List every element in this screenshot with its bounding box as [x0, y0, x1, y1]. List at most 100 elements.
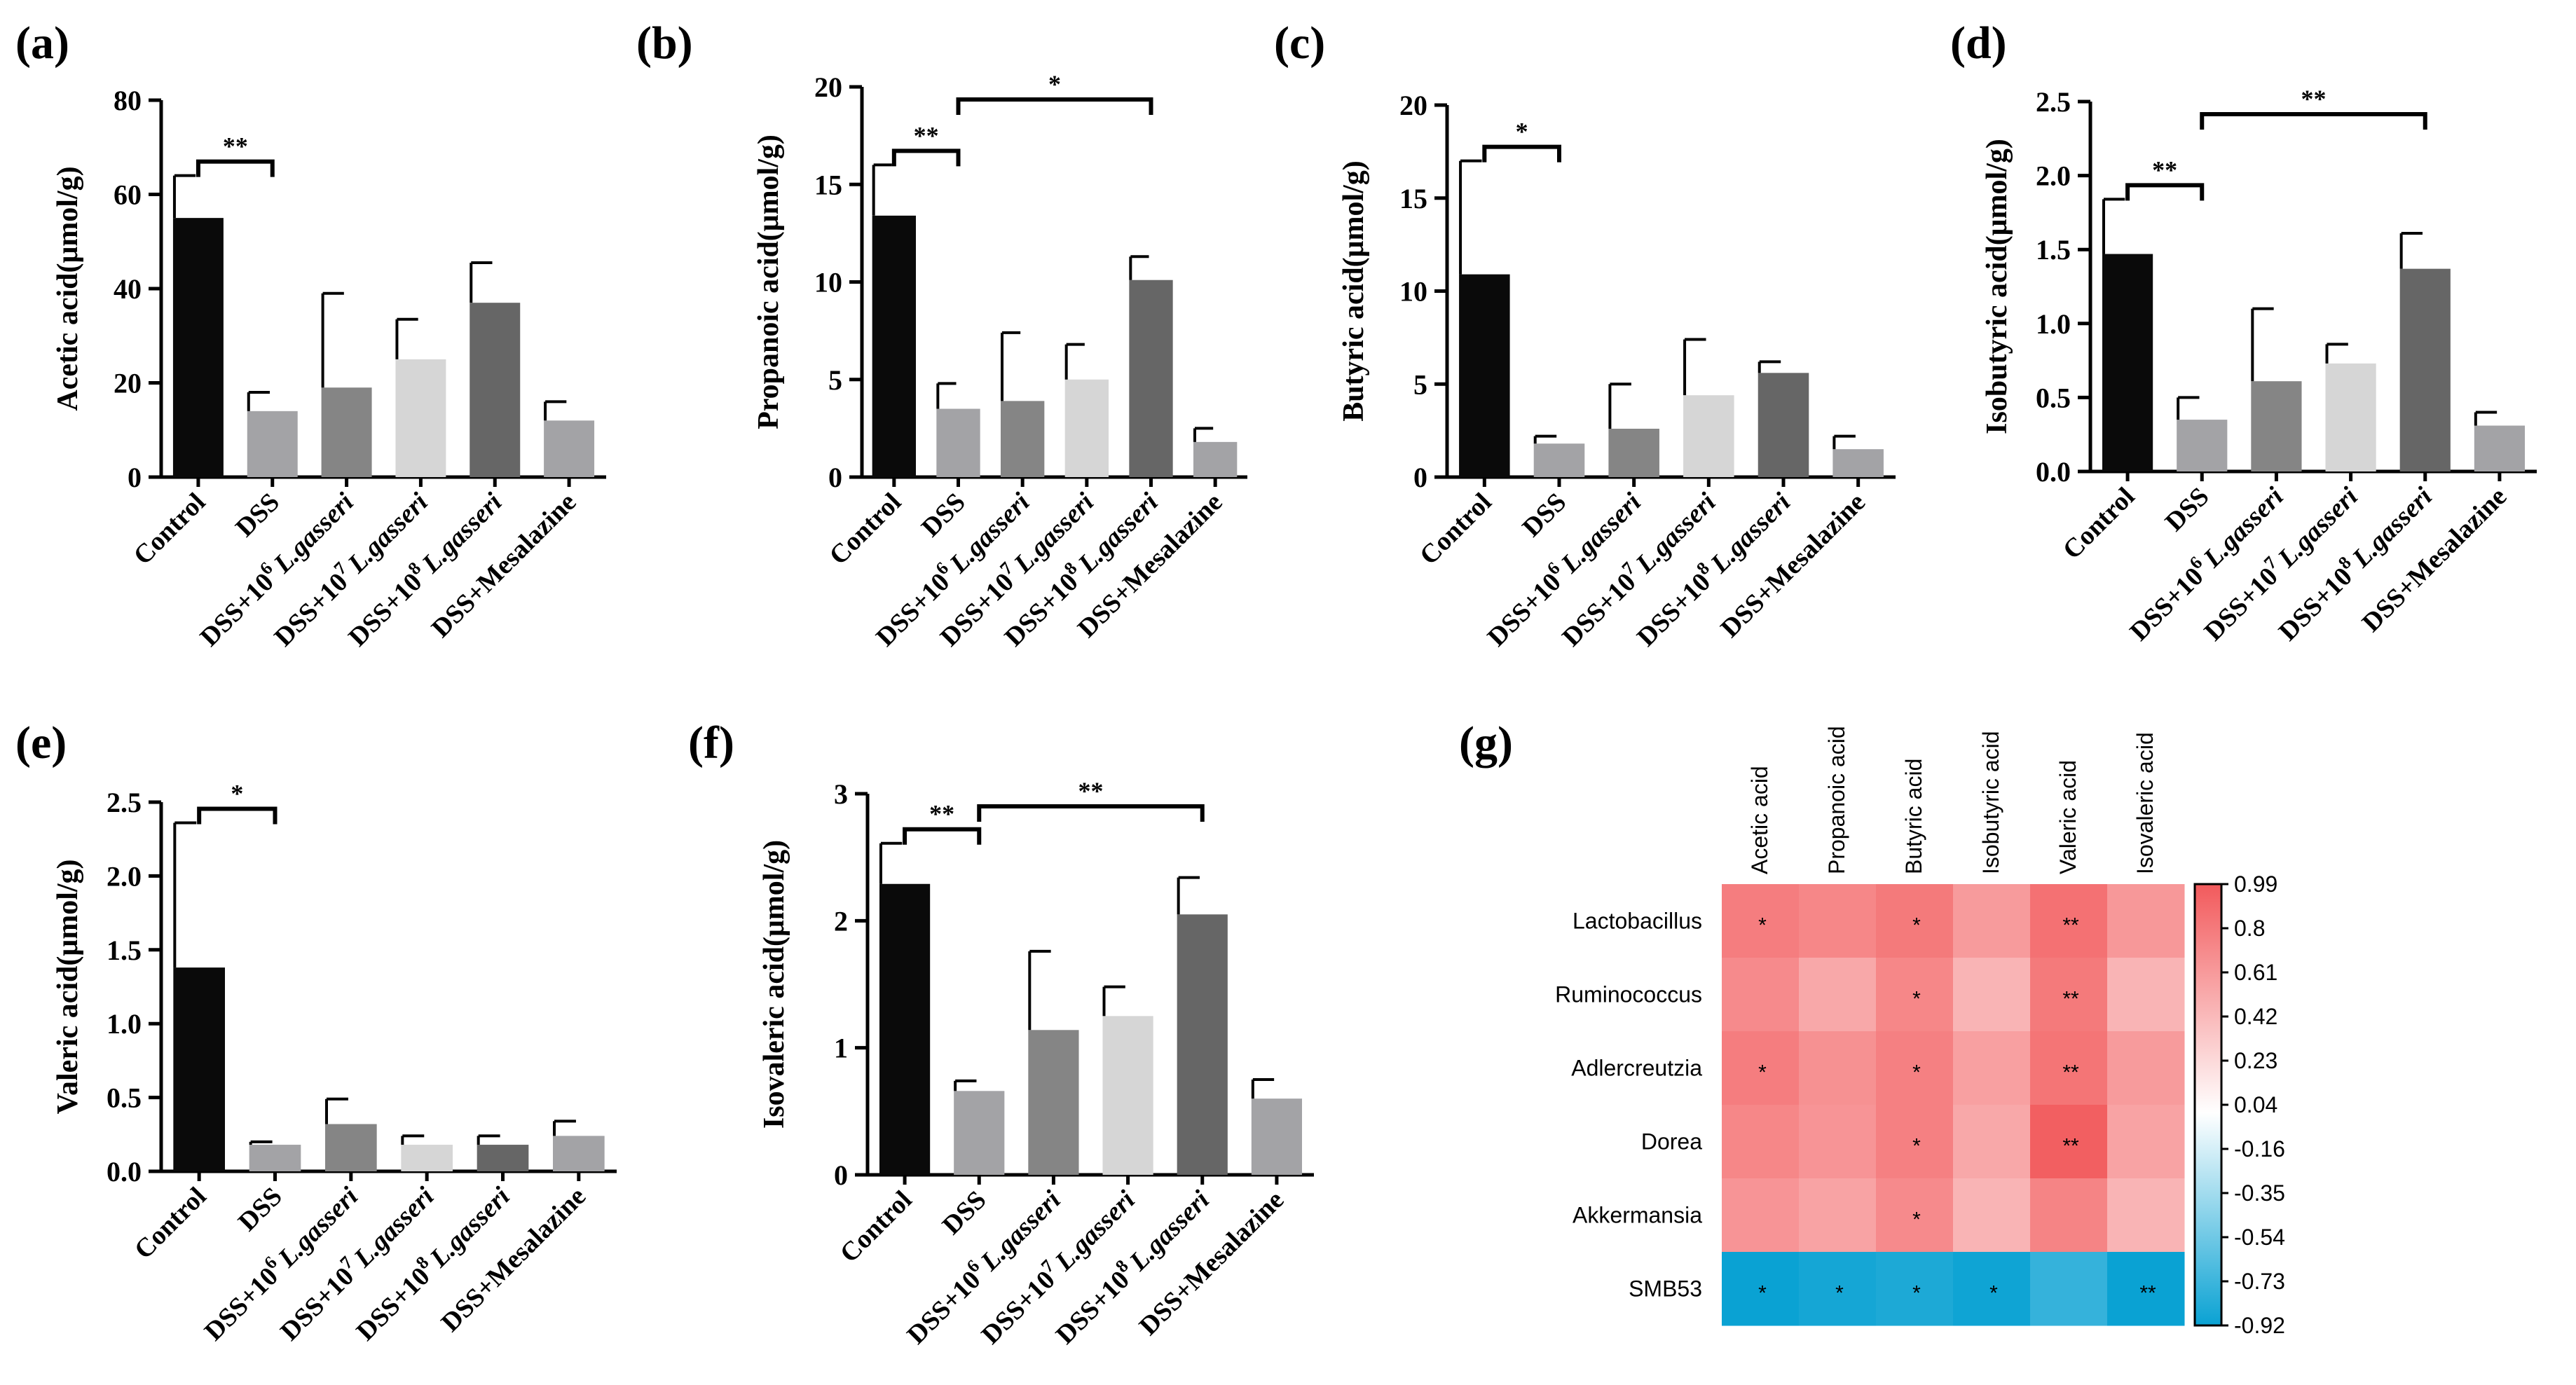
- bar: [2251, 381, 2302, 471]
- y-axis-title: Isobutyric acid(μmol/g): [1981, 139, 2013, 434]
- heatmap-star: *: [1835, 1282, 1844, 1305]
- category-base: DSS+10: [195, 567, 280, 652]
- category-species: L.gasseri: [1049, 1185, 1141, 1276]
- chart-panel-5: (e) 0.0 0.5 1.0 1.5 2.0 2.5 Valeric acid(μmol/g…: [15, 717, 617, 1346]
- category-base: DSS+10: [901, 1265, 986, 1350]
- bar: [1193, 441, 1238, 477]
- heatmap-cell: [1799, 1178, 1877, 1253]
- category-species: L.gasseri: [975, 1185, 1067, 1276]
- y-axis-title: Propanoic acid(μmol/g): [753, 135, 785, 429]
- y-tick-label: 20: [1399, 90, 1427, 121]
- y-axis-title: Isovaleric acid(μmol/g): [758, 840, 790, 1129]
- category-species: L.gasseri: [2198, 481, 2289, 573]
- heatmap-cell: [2107, 958, 2185, 1032]
- category-species: L.gasseri: [268, 487, 359, 579]
- heatmap-cell: [1953, 1031, 2031, 1105]
- bar: [1683, 395, 1734, 477]
- significance-label: **: [914, 121, 939, 149]
- x-tick-label: DSS: [230, 488, 285, 543]
- heatmap-cell: [1722, 1252, 1800, 1326]
- bar: [1832, 449, 1884, 477]
- bar: [1064, 379, 1109, 477]
- x-tick-label: DSS: [937, 1185, 992, 1241]
- chart-panel-4: (d) 0.0 0.5 1.0 1.5 2.0 2.5 Isobutyric acid(μmo…: [1950, 18, 2537, 647]
- heatmap-star: **: [2062, 1135, 2079, 1158]
- category-base: DSS+10: [1050, 1265, 1135, 1350]
- y-tick-label: 1.0: [2036, 308, 2071, 340]
- heatmap-cell: [2030, 1031, 2108, 1105]
- significance-label: **: [929, 800, 954, 828]
- colorbar-tick-label: 0.61: [2234, 960, 2277, 985]
- heatmap-row-label: Adlercreutzia: [1571, 1056, 1702, 1081]
- bar: [2177, 420, 2228, 471]
- category-species: L.gasseri: [1555, 487, 1647, 579]
- heatmap-column-label: Propanoic acid: [1824, 726, 1849, 874]
- bar: [172, 218, 224, 477]
- panel-label: (c): [1274, 18, 1325, 69]
- heatmap-column-label: Valeric acid: [2055, 760, 2081, 874]
- heatmap-cell: [1953, 1252, 2031, 1326]
- bar: [936, 408, 980, 477]
- heatmap-star: *: [1758, 1061, 1767, 1084]
- heatmap-cell: [1876, 884, 1954, 958]
- significance-bracket: [891, 149, 961, 167]
- bar: [2399, 268, 2451, 471]
- heatmap-cell: [2107, 1178, 2185, 1253]
- heatmap-column-label: Isobutyric acid: [1978, 731, 2003, 874]
- heatmap-cell: [1722, 1105, 1800, 1179]
- bar: [249, 1145, 301, 1171]
- y-tick-label: 60: [114, 179, 142, 211]
- heatmap-cell: [1876, 1178, 1954, 1253]
- bar: [470, 303, 521, 477]
- y-tick-label: 80: [114, 85, 142, 116]
- y-tick-label: 5: [828, 364, 842, 396]
- heatmap-star: *: [1989, 1282, 1998, 1305]
- bar: [173, 967, 225, 1171]
- category-species: L.gasseri: [342, 487, 434, 579]
- y-tick-label: 10: [814, 267, 842, 298]
- bar: [477, 1145, 529, 1171]
- category-base: DSS+10: [2124, 562, 2209, 647]
- heatmap-row-label: SMB53: [1629, 1276, 1702, 1302]
- bar: [2325, 363, 2376, 471]
- category-base: DSS: [1516, 488, 1572, 543]
- y-tick-label: 0.5: [107, 1082, 142, 1114]
- heatmap-cell: [2030, 1252, 2108, 1326]
- colorbar-tick-label: -0.54: [2234, 1225, 2285, 1250]
- heatmap-cell: [1799, 1031, 1877, 1105]
- significance-label: *: [1516, 118, 1528, 146]
- bar: [395, 359, 446, 477]
- category-base: DSS+10: [199, 1262, 284, 1346]
- y-axis-title: Butyric acid(μmol/g): [1338, 160, 1370, 422]
- category-base: DSS+Mesalazine: [436, 1182, 592, 1338]
- y-tick-label: 40: [114, 273, 142, 305]
- category-base: Control: [1414, 488, 1498, 571]
- heatmap-cell: [1722, 1178, 1800, 1253]
- y-tick-label: 1: [834, 1033, 848, 1064]
- bar: [1758, 373, 1809, 477]
- heatmap-cell: [1953, 884, 2031, 958]
- y-tick-label: 1.0: [107, 1008, 142, 1040]
- bar: [1251, 1098, 1303, 1175]
- bar: [1001, 401, 1045, 477]
- heatmap-cell: [1722, 958, 1800, 1032]
- category-species: L.gasseri: [272, 1181, 364, 1273]
- heatmap-cell: [1953, 1105, 2031, 1179]
- y-axis-title: Acetic acid(μmol/g): [52, 166, 84, 411]
- panel-label: (g): [1459, 717, 1513, 769]
- significance-label: **: [2301, 85, 2327, 113]
- colorbar-tick-label: -0.16: [2234, 1136, 2285, 1162]
- x-tick-label: Control: [835, 1185, 918, 1269]
- heatmap-cell: [2030, 884, 2108, 958]
- category-base: Control: [2057, 482, 2141, 565]
- heatmap-cell: [1799, 1252, 1877, 1326]
- heatmap-cell: [1876, 1105, 1954, 1179]
- panel-label: (d): [1950, 18, 2007, 69]
- panel-label: (f): [688, 717, 734, 769]
- heatmap-cell: [1799, 958, 1877, 1032]
- colorbar-tick-label: 0.8: [2234, 916, 2265, 941]
- bar: [872, 215, 916, 477]
- x-tick-label: Control: [2057, 482, 2141, 565]
